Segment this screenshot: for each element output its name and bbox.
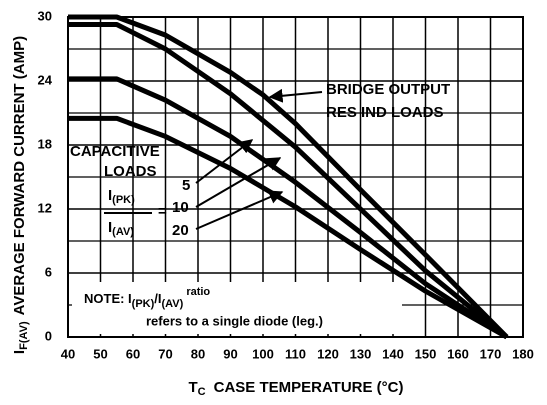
- x-tick-label: 100: [252, 346, 274, 361]
- annotation-sub: (AV): [112, 226, 134, 238]
- y-axis-label-sub: F(AV): [18, 321, 30, 350]
- x-tick-label: 140: [382, 346, 404, 361]
- y-axis-label-part: I: [11, 350, 28, 354]
- annotation: 20: [172, 222, 189, 239]
- arrows: [104, 88, 323, 230]
- arrow: [195, 157, 282, 208]
- annotation: 5: [182, 177, 190, 194]
- annotation: 10: [172, 199, 189, 216]
- annotation: RES IND LOADS: [326, 104, 444, 121]
- x-tick-label: 110: [285, 346, 306, 361]
- x-tick-label: 40: [61, 346, 75, 361]
- x-tick-label: 130: [350, 346, 372, 361]
- x-axis-label-part: CASE TEMPERATURE (°C): [214, 379, 404, 396]
- x-axis-label-part: T: [188, 379, 197, 396]
- x-tick-label: 90: [223, 346, 237, 361]
- y-tick-label: 6: [45, 264, 52, 279]
- x-tick-label: 50: [93, 346, 107, 361]
- y-tick-label: 24: [38, 72, 53, 87]
- annotation-part: I: [108, 219, 112, 236]
- x-tick-label: 150: [415, 346, 437, 361]
- annotation-part: I: [108, 187, 112, 204]
- y-tick-label: 0: [45, 328, 52, 343]
- note: NOTE: I(PK)/I(AV)ratio: [84, 286, 210, 310]
- note-part: /I: [154, 291, 161, 306]
- x-tick-label: 120: [317, 346, 339, 361]
- x-tick-label: 180: [512, 346, 534, 361]
- curve: [68, 115, 508, 340]
- arrow: [268, 88, 323, 103]
- y-tick-label: 30: [38, 8, 52, 23]
- x-tick-label: 80: [191, 346, 205, 361]
- note-sup: ratio: [186, 286, 210, 298]
- annotation-sub: (PK): [112, 194, 135, 206]
- annotation: CAPACITIVE: [70, 143, 160, 160]
- x-tick-label: 60: [126, 346, 140, 361]
- annotation: I(PK): [108, 187, 135, 206]
- annotation: LOADS: [104, 163, 157, 180]
- annotation: I(AV): [108, 219, 134, 238]
- note-part: NOTE: I: [84, 291, 132, 306]
- curve: [68, 14, 509, 339]
- arrow: [195, 139, 254, 184]
- y-axis-label: IF(AV) AVERAGE FORWARD CURRENT (AMP): [11, 36, 30, 354]
- plot-frame: [67, 16, 524, 338]
- note-sub: (PK): [132, 298, 155, 310]
- lines: [68, 14, 509, 340]
- y-tick-label: 12: [38, 200, 52, 215]
- x-tick-label: 160: [447, 346, 469, 361]
- annotation: BRIDGE OUTPUT: [326, 81, 450, 98]
- note-sub: (AV): [162, 298, 184, 310]
- note: refers to a single diode (leg.): [146, 313, 323, 328]
- y-tick-label: 18: [38, 136, 52, 151]
- note-box: [72, 282, 402, 334]
- x-axis-label-sub: C: [198, 386, 206, 398]
- arrow: [195, 190, 284, 230]
- x-axis-label: TC CASE TEMPERATURE (°C): [188, 379, 403, 398]
- curve: [68, 76, 509, 340]
- y-axis-label-part: AVERAGE FORWARD CURRENT (AMP): [11, 36, 28, 315]
- x-tick-label: 70: [158, 346, 172, 361]
- curve: [68, 21, 509, 339]
- x-tick-label: 170: [480, 346, 502, 361]
- annotation: =: [158, 203, 167, 220]
